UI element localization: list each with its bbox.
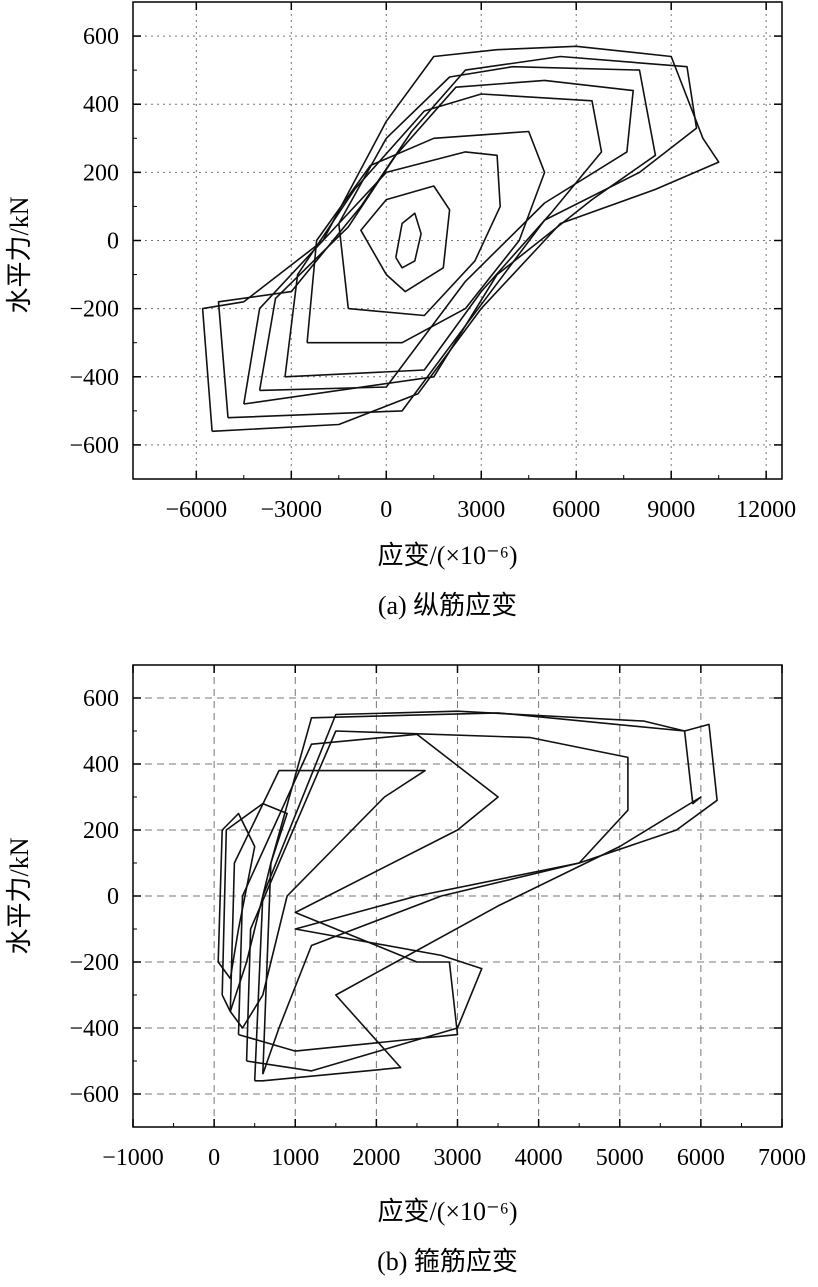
hysteresis-loop-6 [253, 710, 702, 1082]
y-tick-label: 600 [83, 686, 119, 712]
hysteresis-loop-5 [245, 730, 629, 1072]
x-tick-label: 3000 [457, 497, 505, 523]
x-tick-label: 6000 [677, 1145, 725, 1171]
axis-ticks: −6000 −3000 0 3000 6000 9000 12000−600−400−200… [69, 2, 796, 523]
hysteresis-loop-1 [217, 812, 256, 980]
caption-b: (b) 箍筋应变 [377, 1247, 518, 1276]
y-tick-label: −400 [69, 1016, 119, 1042]
hysteresis-loop-9 [258, 79, 634, 392]
caption-a: (a) 纵筋应变 [378, 591, 517, 620]
y-tick-label: 0 [107, 884, 119, 910]
x-tick-label: −1000 [102, 1145, 164, 1171]
y-tick-label: 0 [107, 229, 119, 255]
hysteresis-curves [201, 45, 720, 433]
x-tick-label: 5000 [596, 1145, 644, 1171]
hysteresis-loop-4 [306, 130, 546, 344]
axis-ticks: −1000 0 1000 2000 3000 4000 5000 6000 7000−600−4… [69, 665, 806, 1171]
hysteresis-loop-2 [360, 185, 451, 293]
y-tick-label: 600 [83, 24, 119, 50]
x-tick-label: 4000 [515, 1145, 563, 1171]
x-tick-label: 3000 [434, 1145, 482, 1171]
y-tick-label: 400 [83, 752, 119, 778]
x-axis-title: 应变/(×10⁻⁶) [378, 1197, 518, 1226]
x-axis-title: 应变/(×10⁻⁶) [378, 541, 518, 570]
y-tick-label: −600 [69, 1082, 119, 1108]
hysteresis-curves [217, 710, 718, 1082]
hysteresis-loop-2 [221, 802, 288, 1013]
y-axis-title: 水平力/kN [5, 837, 34, 954]
x-tick-label: 6000 [552, 497, 600, 523]
hysteresis-loop-7 [201, 45, 720, 433]
hysteresis-loop-7 [262, 712, 718, 1075]
x-tick-label: 0 [208, 1145, 220, 1171]
grid-lines [133, 2, 782, 479]
hysteresis-loop-3 [338, 151, 501, 317]
x-tick-label: −6000 [166, 497, 228, 523]
chart-longitudinal-strain: −6000 −3000 0 3000 6000 9000 12000−600−400−200… [5, 1, 796, 620]
hysteresis-loop-3 [229, 769, 426, 1029]
hysteresis-loop-5 [284, 93, 603, 378]
y-tick-label: −600 [69, 433, 119, 459]
y-tick-label: 200 [83, 160, 119, 186]
x-tick-label: 1000 [271, 1145, 319, 1171]
hysteresis-loop-8 [217, 55, 698, 419]
x-tick-label: 7000 [758, 1145, 806, 1171]
x-tick-label: 12000 [736, 497, 796, 523]
hysteresis-loop-1 [395, 212, 422, 269]
x-tick-label: 2000 [352, 1145, 400, 1171]
x-tick-label: 0 [380, 497, 392, 523]
hysteresis-loop-6 [243, 65, 657, 405]
y-axis-title: 水平力/kN [5, 196, 34, 313]
y-tick-label: −400 [69, 365, 119, 391]
y-tick-label: 200 [83, 818, 119, 844]
x-tick-label: 9000 [647, 497, 695, 523]
y-tick-label: −200 [69, 950, 119, 976]
x-tick-label: −3000 [261, 497, 323, 523]
chart-stirrup-strain: −1000 0 1000 2000 3000 4000 5000 6000 7000−600−4… [5, 664, 806, 1276]
y-tick-label: −200 [69, 297, 119, 323]
y-tick-label: 400 [83, 92, 119, 118]
hysteresis-loop-4 [237, 733, 499, 1052]
grid-lines [132, 665, 783, 1127]
